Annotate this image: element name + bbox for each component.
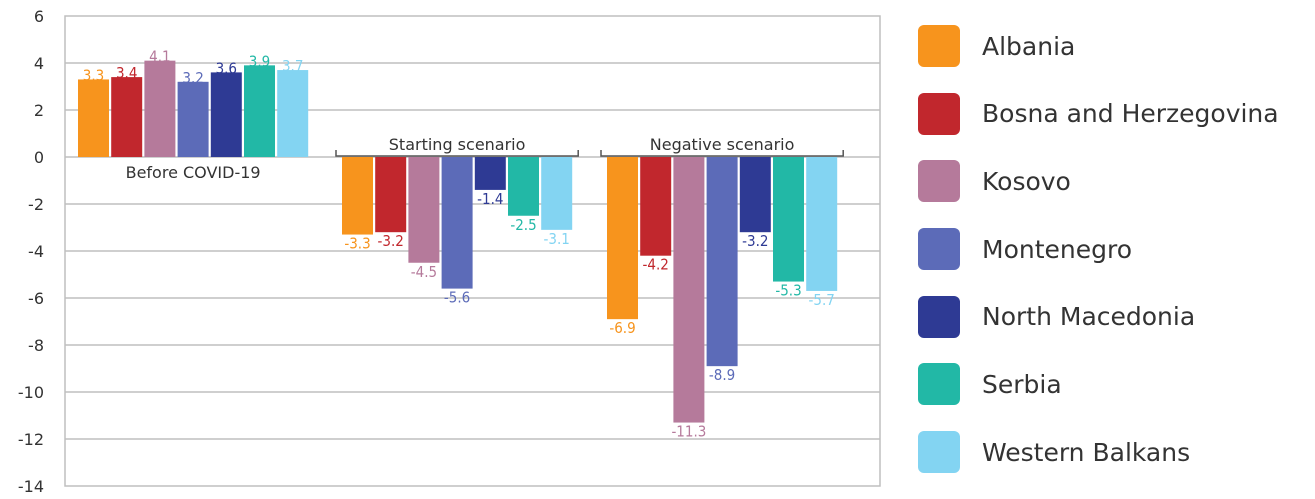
legend-swatch — [918, 92, 960, 135]
y-tick-label: -8 — [28, 336, 44, 355]
group-label: Before COVID-19 — [126, 163, 261, 182]
group-bracket — [600, 150, 844, 157]
y-tick-label: 2 — [34, 101, 44, 120]
bar — [277, 70, 309, 157]
bar — [408, 157, 440, 263]
data-label: 3.9 — [249, 52, 270, 70]
bar — [806, 157, 838, 291]
legend-item: Bosna and Herzegovina — [918, 92, 1279, 135]
legend-swatch — [918, 363, 960, 406]
y-tick-label: 0 — [34, 148, 44, 167]
y-tick-label: -6 — [28, 289, 44, 308]
bar — [640, 157, 672, 256]
bar — [706, 157, 738, 367]
data-label: -5.6 — [444, 289, 470, 307]
legend-swatch — [918, 160, 960, 203]
bar — [773, 157, 804, 282]
bar — [508, 157, 539, 216]
legend-item: Kosovo — [918, 160, 1279, 203]
bar — [111, 77, 143, 157]
group-labels: Before COVID-19 Starting scenario Negative… — [126, 135, 795, 182]
data-label: -4.5 — [411, 263, 437, 281]
y-tick-label: 4 — [34, 54, 44, 73]
legend-item: North Macedonia — [918, 295, 1279, 338]
data-label: -5.3 — [775, 282, 801, 300]
bar — [78, 79, 109, 157]
data-label: -8.9 — [709, 366, 735, 384]
y-tick-label: -14 — [18, 477, 44, 496]
group-brackets — [335, 150, 844, 157]
y-axis-ticks: 6 4 2 0 -2 -4 -6 -8 -10 -12 -14 — [18, 7, 44, 496]
data-label: -6.9 — [609, 319, 635, 337]
data-label: -5.7 — [809, 291, 835, 309]
data-label: 4.1 — [149, 48, 170, 66]
data-label: 3.6 — [216, 59, 237, 77]
data-label: -3.3 — [344, 235, 370, 253]
bars — [78, 60, 838, 423]
bar — [342, 157, 373, 235]
legend-swatch — [918, 295, 960, 338]
legend-label: North Macedonia — [982, 302, 1196, 332]
bar — [541, 157, 573, 230]
y-tick-label: 6 — [34, 7, 44, 26]
data-label: -4.2 — [643, 256, 669, 274]
legend-label: Western Balkans — [982, 437, 1191, 467]
data-label: 3.3 — [83, 66, 104, 84]
legend: Albania Bosna and Herzegovina Kosovo Monten… — [918, 25, 1279, 499]
data-label: -3.1 — [544, 230, 570, 248]
bar — [441, 157, 473, 289]
data-labels: 3.3 3.4 4.1 3.2 3.6 3.9 3.7 -3.3 -3.2 -4.5 -5.6 -1.… — [83, 48, 835, 441]
legend-item: Serbia — [918, 363, 1279, 406]
data-label: -11.3 — [671, 423, 706, 441]
bar — [739, 157, 771, 233]
legend-item: Montenegro — [918, 228, 1279, 271]
legend-swatch — [918, 25, 960, 67]
group-label: Negative scenario — [650, 135, 795, 154]
y-tick-label: -12 — [18, 430, 44, 449]
data-label: -2.5 — [510, 216, 536, 234]
legend-label: Bosna and Herzegovina — [982, 99, 1279, 129]
bar — [673, 157, 705, 423]
y-tick-label: -4 — [28, 242, 44, 261]
bar — [144, 60, 176, 157]
data-label: -3.2 — [742, 232, 768, 250]
legend-label: Montenegro — [982, 234, 1133, 264]
legend-label: Serbia — [982, 369, 1062, 399]
bar — [244, 65, 275, 157]
bar — [210, 72, 242, 157]
legend-swatch — [918, 228, 960, 271]
y-tick-label: -2 — [28, 195, 44, 214]
data-label: -3.2 — [378, 232, 404, 250]
data-label: 3.4 — [116, 64, 137, 82]
bar — [177, 81, 209, 157]
bar — [375, 157, 407, 233]
group-label: Starting scenario — [389, 135, 526, 154]
bar — [607, 157, 638, 320]
legend-label: Albania — [982, 31, 1076, 61]
legend-item: Western Balkans — [918, 431, 1279, 474]
data-label: 3.2 — [182, 69, 203, 87]
legend-label: Kosovo — [982, 166, 1071, 196]
y-tick-label: -10 — [18, 383, 44, 402]
bar — [474, 157, 506, 190]
legend-swatch — [918, 431, 960, 474]
legend-item: Albania — [918, 25, 1279, 67]
data-label: -1.4 — [477, 190, 503, 208]
group-bracket — [335, 150, 579, 157]
data-label: 3.7 — [282, 57, 303, 75]
bar-chart: 6 4 2 0 -2 -4 -6 -8 -10 -12 -14 3.3 3.4 4.1 3.2 3.6 3.9… — [18, 7, 881, 496]
